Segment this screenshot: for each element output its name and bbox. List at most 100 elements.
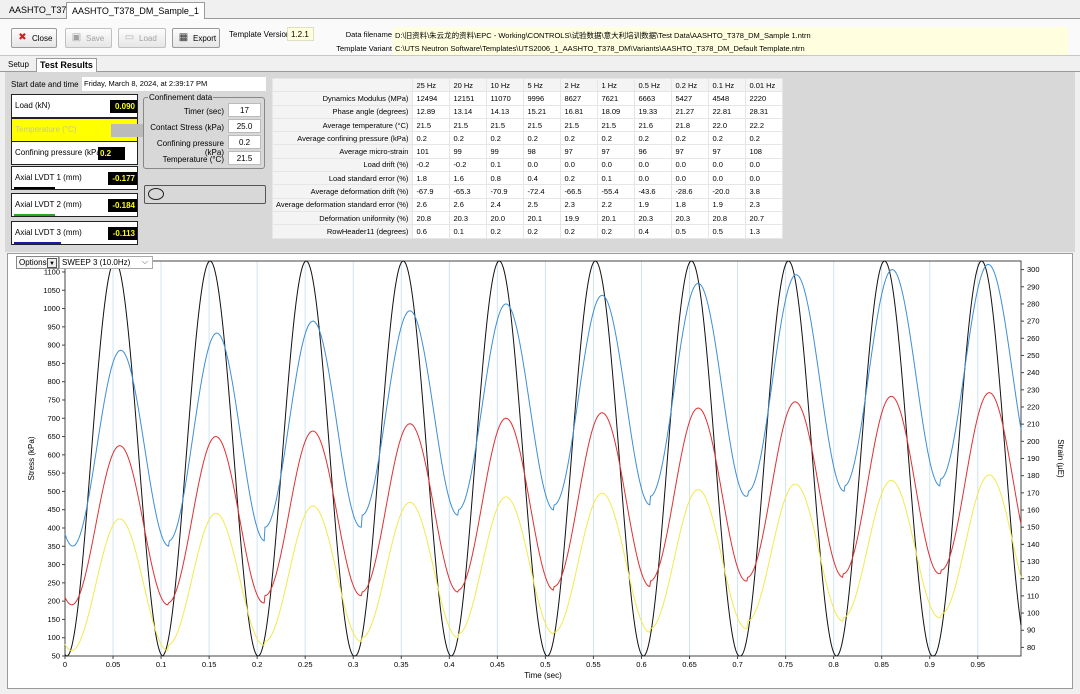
table-cell: 97 — [708, 144, 747, 159]
options-button[interactable]: Options ▼ — [16, 256, 59, 269]
status-box — [144, 185, 266, 204]
timer-label: Timer (sec) — [183, 107, 224, 116]
sensor-axial-lvdt-1-bar — [14, 187, 55, 189]
table-cell: 11070 — [486, 91, 525, 106]
table-cell: 20.3 — [671, 210, 710, 226]
sensor-axial-lvdt-1-value: -0.177 — [108, 172, 137, 185]
table-cell: 1.3 — [745, 224, 784, 239]
y2-tick-label: 80 — [1027, 643, 1035, 652]
section-tab-bar: Setup Test Results — [0, 56, 1080, 72]
table-cell: 0.1 — [597, 171, 636, 186]
series-line-1 — [64, 263, 1022, 547]
y-tick-label: 800 — [47, 377, 60, 386]
save-button[interactable]: ▣ Save — [65, 28, 112, 48]
table-cell: 20.8 — [412, 210, 451, 226]
export-label: Export — [193, 34, 217, 43]
y2-tick-label: 240 — [1027, 368, 1040, 377]
tab-setup[interactable]: Setup — [8, 60, 29, 69]
row-header: Dynamics Modulus (MPa) — [271, 91, 414, 106]
temperature-label: Temperature (°C) — [162, 155, 224, 164]
sweep-select[interactable]: SWEEP 3 (10.0Hz) ⌵ — [59, 256, 153, 269]
y-tick-label: 700 — [47, 414, 60, 423]
folder-icon: ▭ — [124, 32, 135, 43]
table-cell: 0.0 — [708, 171, 747, 186]
column-header: 5 Hz — [523, 77, 562, 93]
table-cell: 0.0 — [634, 171, 673, 186]
y-tick-label: 150 — [47, 615, 60, 624]
y2-tick-label: 120 — [1027, 574, 1040, 583]
y-tick-label: 600 — [47, 450, 60, 459]
y2-tick-label: 140 — [1027, 540, 1040, 549]
y2-tick-label: 110 — [1027, 591, 1039, 600]
template-variant-value: C:\UTS Neutron Software\Templates\UTS200… — [393, 42, 1068, 55]
table-cell: 0.2 — [523, 131, 562, 146]
table-cell: -67.9 — [412, 184, 451, 199]
table-cell: 99 — [449, 144, 488, 159]
table-row: RowHeader11 (degrees) 0.6 0.1 0.2 0.2 0.2 0.2 0… — [271, 224, 784, 239]
table-row: Deformation uniformity (%) 20.8 20.3 20.0 20… — [271, 210, 784, 226]
close-button[interactable]: ✖ Close — [11, 28, 57, 48]
y-tick-label: 250 — [47, 578, 60, 587]
table-cell: 0.0 — [708, 157, 747, 173]
table-cell: 0.2 — [486, 131, 525, 146]
close-icon: ✖ — [18, 32, 27, 43]
start-date-label: Start date and time — [11, 80, 79, 89]
y-axis-label: Stress (kPa) — [27, 436, 36, 480]
y2-tick-label: 270 — [1027, 317, 1040, 326]
x-tick-label: 0.4 — [444, 660, 454, 669]
sensor-axial-lvdt-2-bar — [14, 214, 55, 216]
table-cell: 21.5 — [412, 117, 451, 133]
load-button[interactable]: ▭ Load — [118, 28, 166, 48]
status-indicator-icon — [148, 188, 164, 200]
template-version-value: 1.2.1 — [287, 27, 314, 41]
y2-tick-label: 100 — [1027, 609, 1040, 618]
table-cell: 0.2 — [745, 131, 784, 146]
column-header: 0.5 Hz — [634, 77, 673, 93]
table-cell: 7621 — [597, 91, 636, 106]
table-cell: 0.0 — [671, 157, 710, 173]
table-cell: 0.2 — [560, 171, 599, 186]
export-icon: ▦ — [178, 32, 189, 43]
y2-tick-label: 190 — [1027, 454, 1040, 463]
table-cell: 0.2 — [523, 224, 562, 239]
y2-tick-label: 170 — [1027, 488, 1040, 497]
table-cell: 0.8 — [486, 171, 525, 186]
table-cell: 12.89 — [412, 104, 451, 119]
template-variant-label: Template Variant — [336, 44, 392, 53]
table-cell: 0.2 — [597, 224, 636, 239]
stress-strain-chart: 0 0.05 0.1 0.15 0.2 0.25 0.3 0.35 0.4 0.45 0.5 0.55… — [27, 260, 1065, 680]
tab-aashto-t378-dm-sample-1[interactable]: AASHTO_T378_DM_Sample_1 — [66, 2, 205, 19]
column-header: 2 Hz — [560, 77, 599, 93]
y2-tick-label: 260 — [1027, 334, 1040, 343]
table-cell: 18.09 — [597, 104, 636, 119]
row-header: Average confining pressure (kPa) — [271, 131, 414, 146]
table-cell: 96 — [634, 144, 673, 159]
table-cell: 1.9 — [708, 197, 747, 212]
export-button[interactable]: ▦ Export — [172, 28, 220, 48]
table-cell: 97 — [671, 144, 710, 159]
series-line-3 — [64, 474, 1022, 652]
table-cell: 1.8 — [412, 171, 451, 186]
table-cell: 21.6 — [634, 117, 673, 133]
temperature-value: 21.5 — [228, 151, 261, 165]
tab-test-results[interactable]: Test Results — [36, 58, 97, 72]
table-cell: 19.9 — [560, 210, 599, 226]
table-cell: 0.2 — [671, 131, 710, 146]
x-tick-label: 0.1 — [156, 660, 166, 669]
y2-axis-label: Strain (µE) — [1056, 439, 1065, 478]
table-cell: 0.1 — [486, 157, 525, 173]
data-filename-label: Data filename — [345, 30, 392, 39]
close-label: Close — [32, 34, 53, 43]
table-cell: 99 — [486, 144, 525, 159]
sensor-temperature: Temperature (°C) — [11, 118, 144, 142]
y2-tick-label: 210 — [1027, 420, 1040, 429]
table-cell: 2.6 — [449, 197, 488, 212]
table-cell: 0.2 — [486, 224, 525, 239]
y-tick-label: 650 — [47, 432, 60, 441]
column-header: 20 Hz — [449, 77, 488, 93]
table-cell: 0.4 — [634, 224, 673, 239]
x-tick-label: 0.8 — [828, 660, 838, 669]
sensor-load-value: 0.090 — [110, 100, 137, 113]
tab-aashto-t378[interactable]: AASHTO_T378 — [9, 5, 72, 15]
table-row: Average temperature (°C) 21.5 21.5 21.5 21.5… — [271, 117, 784, 133]
